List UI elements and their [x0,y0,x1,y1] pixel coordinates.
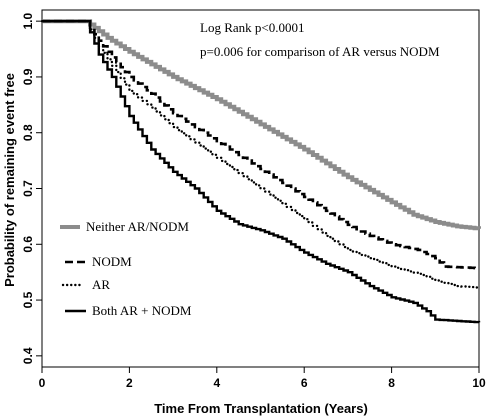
legend-label-4: Both AR + NODM [92,303,192,318]
legend-label-3: AR [92,277,110,292]
x-tick-label: 0 [39,376,46,390]
y-tick-label: 0.4 [21,347,35,364]
legend-label-1: Neither AR/NODM [86,219,189,234]
x-tick-label: 2 [126,376,133,390]
legend: Neither AR/NODM NODM AR Both AR + NODM [60,219,192,318]
y-axis-title: Probability of remaining event free [2,73,17,287]
y-tick-label: 0.7 [21,180,35,197]
x-axis-title: Time From Transplantation (Years) [154,401,368,416]
x-tick-label: 10 [472,376,486,390]
x-tick-label: 4 [213,376,220,390]
series-line-3 [40,20,481,289]
series-line-2 [42,19,481,270]
x-tick-label: 8 [388,376,395,390]
y-tick-label: 0.8 [21,124,35,141]
legend-label-2: NODM [92,254,132,269]
series-line-1 [42,19,481,231]
y-tick-label: 0.6 [21,236,35,253]
series-line-4 [42,20,481,324]
axes: 0 2 4 6 8 10 1.0 0.9 0.8 0.7 0.6 0.5 0.4 [21,9,486,390]
y-tick-label: 1.0 [21,12,35,29]
y-tick-label: 0.5 [21,291,35,308]
series-layer [40,19,481,324]
x-tick-label: 6 [301,376,308,390]
y-tick-label: 0.9 [21,68,35,85]
annotation-comparison: p=0.006 for comparison of AR versus NODM [200,44,440,59]
annotation-logrank: Log Rank p<0.0001 [200,20,304,35]
